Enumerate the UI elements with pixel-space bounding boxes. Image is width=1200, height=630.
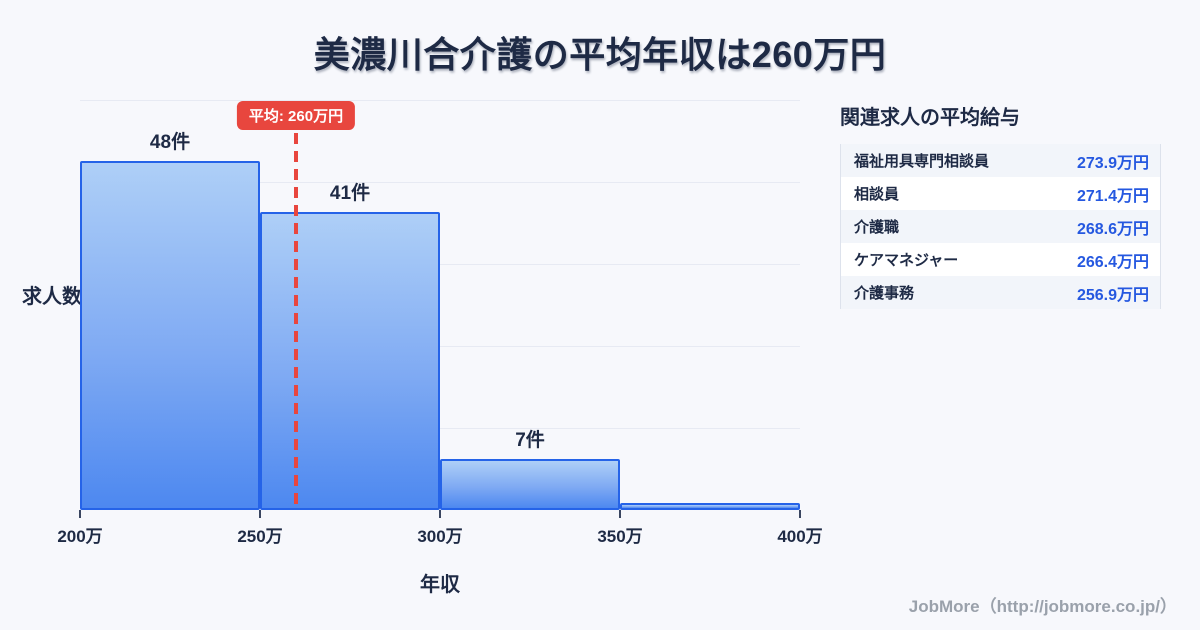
- axis-tick-label: 300万: [417, 527, 463, 546]
- axis-tick-label: 200万: [57, 527, 103, 546]
- histogram-bar: [80, 161, 260, 510]
- job-salary: 266.4万円: [1076, 253, 1149, 271]
- table-row: 相談員 271.4万円: [841, 177, 1160, 210]
- table-row: 介護職 268.6万円: [841, 210, 1160, 243]
- axis-tick: [79, 510, 81, 518]
- x-axis-label: 年収: [420, 574, 460, 596]
- gridline: [80, 346, 800, 347]
- axis-tick: [439, 510, 441, 518]
- histogram-bar: [620, 503, 800, 510]
- bar-count-label: 48件: [149, 132, 191, 153]
- gridline: [80, 428, 800, 429]
- job-title: 福祉用具専門相談員: [854, 153, 990, 170]
- axis-tick-label: 250万: [237, 527, 283, 546]
- job-salary: 271.4万円: [1076, 187, 1149, 205]
- y-axis-label: 求人数: [22, 286, 82, 308]
- table-row: 介護事務 256.9万円: [841, 276, 1160, 309]
- axis-tick: [619, 510, 621, 518]
- gridline: [80, 264, 800, 265]
- histogram-bar: [260, 212, 440, 510]
- job-title: ケアマネジャー: [854, 252, 959, 269]
- job-salary: 273.9万円: [1076, 154, 1149, 172]
- table-row: 福祉用具専門相談員 273.9万円: [841, 144, 1160, 177]
- job-title: 相談員: [854, 186, 900, 203]
- gridline: [80, 100, 800, 101]
- bar-count-label: 41件: [329, 183, 371, 204]
- job-title: 介護事務: [854, 285, 915, 302]
- axis-tick-label: 400万: [777, 527, 823, 546]
- axis-tick-label: 350万: [597, 527, 643, 546]
- related-jobs-table: 福祉用具専門相談員 273.9万円相談員 271.4万円介護職 268.6万円ケアマネ…: [840, 144, 1161, 309]
- bar-count-label: 7件: [515, 430, 545, 451]
- gridline: [80, 182, 800, 183]
- axis-tick: [259, 510, 261, 518]
- page-title: 美濃川合介護の平均年収は260万円: [313, 34, 887, 75]
- related-jobs-heading: 関連求人の平均給与: [840, 107, 1020, 129]
- average-badge: 平均: 260万円: [236, 101, 356, 130]
- table-row: ケアマネジャー 266.4万円: [841, 243, 1160, 276]
- average-line: [294, 133, 298, 510]
- job-salary: 256.9万円: [1076, 286, 1149, 304]
- site-credit: JobMore（http://jobmore.co.jp/）: [908, 597, 1177, 616]
- histogram-bar: [440, 459, 620, 510]
- job-title: 介護職: [854, 219, 900, 236]
- salary-histogram: 平均: 260万円 48件 41件 7件 200万 250万 300万 350万 400万: [57, 100, 823, 546]
- job-salary: 268.6万円: [1076, 220, 1149, 238]
- axis-tick: [799, 510, 801, 518]
